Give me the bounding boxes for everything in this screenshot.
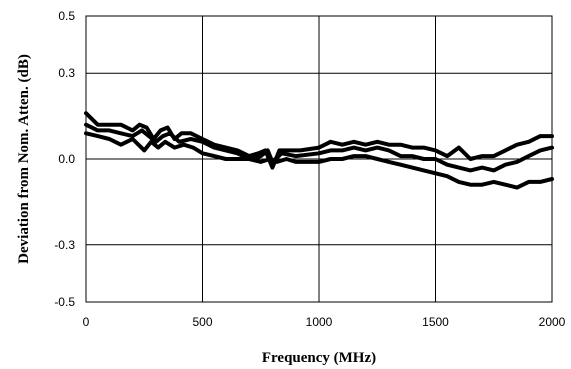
y-tick-label: 0.5: [58, 9, 75, 23]
y-tick-label: -0.5: [54, 295, 75, 309]
series-line-2: [84, 122, 554, 173]
plot-area-border: [85, 15, 553, 303]
x-tick-label: 1500: [422, 315, 449, 329]
series-line-3: [84, 131, 554, 190]
y-tick-label: 0.0: [58, 152, 75, 166]
series-line-1: [84, 111, 554, 170]
grid-lines: [86, 16, 552, 302]
x-axis-label: Frequency (MHz): [262, 350, 376, 366]
x-tick-label: 0: [83, 315, 90, 329]
y-tick-label: -0.3: [54, 238, 75, 252]
x-tick-labels: 0 500 1000 1500 2000: [83, 315, 566, 329]
y-tick-label: 0.3: [58, 66, 75, 80]
x-tick-label: 2000: [539, 315, 566, 329]
x-tick-label: 500: [192, 315, 212, 329]
y-axis-label: Deviation from Nom. Atten. (dB): [16, 54, 32, 264]
series-group: [84, 111, 554, 190]
y-tick-labels: 0.5 0.3 0.0 -0.3 -0.5: [54, 9, 75, 309]
x-tick-label: 1000: [306, 315, 333, 329]
